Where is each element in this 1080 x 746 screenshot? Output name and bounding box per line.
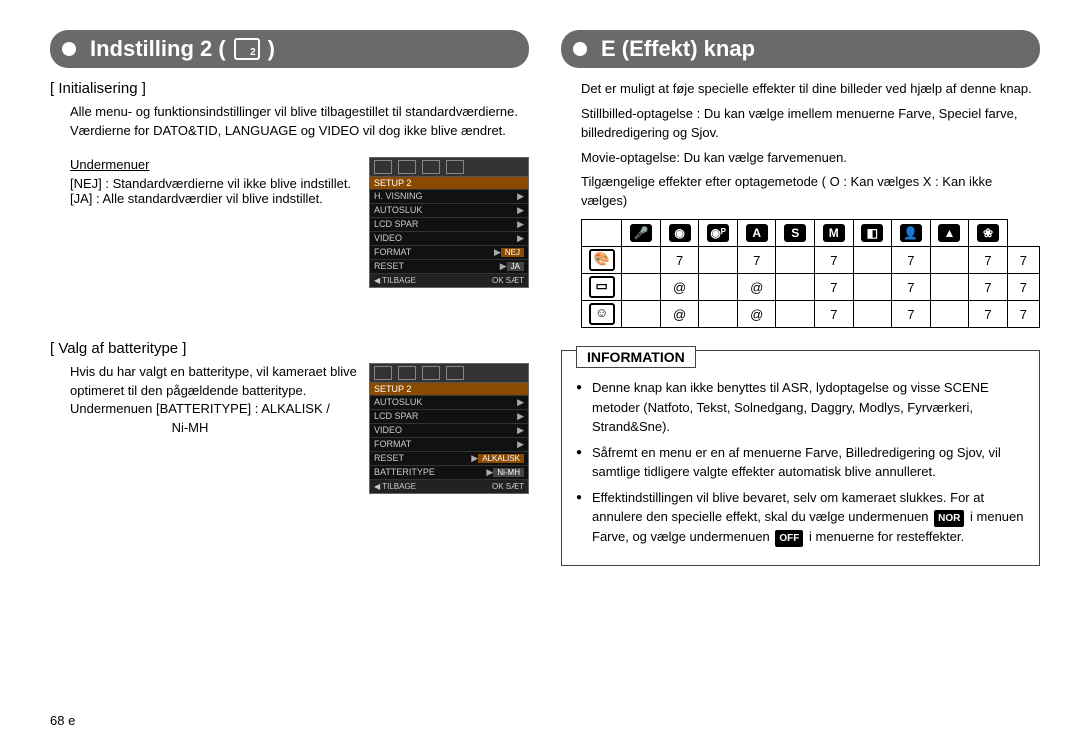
mode-icon: 👤 bbox=[892, 220, 931, 247]
info-bullet-3: Effektindstillingen vil blive bevaret, s… bbox=[592, 488, 1025, 548]
init-p2: Værdierne for DATO&TID, LANGUAGE og VIDE… bbox=[70, 122, 529, 141]
header-close: ) bbox=[268, 36, 275, 62]
effects-table-corner bbox=[582, 220, 622, 247]
mode-icon: ◉ᴾ bbox=[699, 220, 738, 247]
table-row: ▭ @ @ 7 7 7 7 bbox=[582, 274, 1040, 301]
init-p1: Alle menu- og funktionsindstillinger vil… bbox=[70, 103, 529, 122]
landscape-icon: ▲ bbox=[938, 224, 960, 242]
header-text-effect: E (Effekt) knap bbox=[601, 36, 755, 62]
information-title: INFORMATION bbox=[576, 346, 696, 368]
face-icon: ☺ bbox=[589, 303, 615, 325]
mode-a-icon: A bbox=[746, 224, 768, 242]
header-text: Indstilling 2 ( bbox=[90, 36, 226, 62]
mode-icon: A bbox=[737, 220, 776, 247]
effect-p1: Det er muligt at føje specielle effekter… bbox=[581, 80, 1040, 99]
effect-p4: Tilgængelige effekter efter optagemetode… bbox=[581, 173, 1040, 211]
page-number: 68 e bbox=[50, 713, 75, 728]
batt-p3: Ni-MH bbox=[70, 419, 310, 438]
palette-icon: 🎨 bbox=[589, 249, 615, 271]
mode-icon: S bbox=[776, 220, 815, 247]
section-header-effect: E (Effekt) knap bbox=[561, 30, 1040, 68]
effects-table: 🎤 ◉ ◉ᴾ A S M ◧ 👤 ▲ ❀ 🎨 7 7 7 7 bbox=[581, 219, 1040, 328]
right-column: E (Effekt) knap Det er muligt at føje sp… bbox=[561, 30, 1040, 566]
nor-tag: NOR bbox=[934, 510, 964, 527]
effect-p2: Stillbilled-optagelse : Du kan vælge ime… bbox=[581, 105, 1040, 143]
mode-icon: ❀ bbox=[969, 220, 1008, 247]
effect-p3: Movie-optagelse: Du kan vælge farvemenue… bbox=[581, 149, 1040, 168]
camera-p-icon: ◉ᴾ bbox=[707, 224, 729, 242]
frame-icon: ▭ bbox=[589, 276, 615, 298]
mode-icon: ▲ bbox=[930, 220, 969, 247]
lcd-screenshot-reset: SETUP 2 H. VISNING▶ AUTOSLUK▶ LCD SPAR▶ … bbox=[369, 157, 529, 288]
mode-m-icon: M bbox=[823, 224, 845, 242]
off-tag: OFF bbox=[775, 530, 803, 547]
mic-icon: 🎤 bbox=[630, 224, 652, 242]
mode-icon: M bbox=[815, 220, 854, 247]
table-row: 🎨 7 7 7 7 7 7 bbox=[582, 247, 1040, 274]
init-heading: [ Initialisering ] bbox=[50, 80, 529, 97]
mode-s-icon: S bbox=[784, 224, 806, 242]
mode-icon: ◧ bbox=[853, 220, 892, 247]
info-bullet-1: Denne knap kan ikke benyttes til ASR, ly… bbox=[592, 378, 1025, 437]
mode-icon: ◉ bbox=[660, 220, 699, 247]
settings2-icon bbox=[234, 38, 260, 60]
left-column: Indstilling 2 ( ) [ Initialisering ] All… bbox=[50, 30, 529, 566]
information-box: INFORMATION Denne knap kan ikke benyttes… bbox=[561, 350, 1040, 566]
batt-heading: [ Valg af batteritype ] bbox=[50, 340, 529, 357]
macro-icon: ❀ bbox=[977, 224, 999, 242]
mode-icon: 🎤 bbox=[622, 220, 661, 247]
info-bullet-2: Såfremt en menu er en af menuerne Farve,… bbox=[592, 443, 1025, 482]
table-row: ☺ @ @ 7 7 7 7 bbox=[582, 301, 1040, 328]
camera-icon: ◉ bbox=[669, 224, 691, 242]
lcd-screenshot-battery: SETUP 2 AUTOSLUK▶ LCD SPAR▶ VIDEO▶ FORMA… bbox=[369, 363, 529, 494]
section-header-settings2: Indstilling 2 ( ) bbox=[50, 30, 529, 68]
portrait-icon: 👤 bbox=[900, 224, 922, 242]
scene-icon: ◧ bbox=[861, 224, 883, 242]
